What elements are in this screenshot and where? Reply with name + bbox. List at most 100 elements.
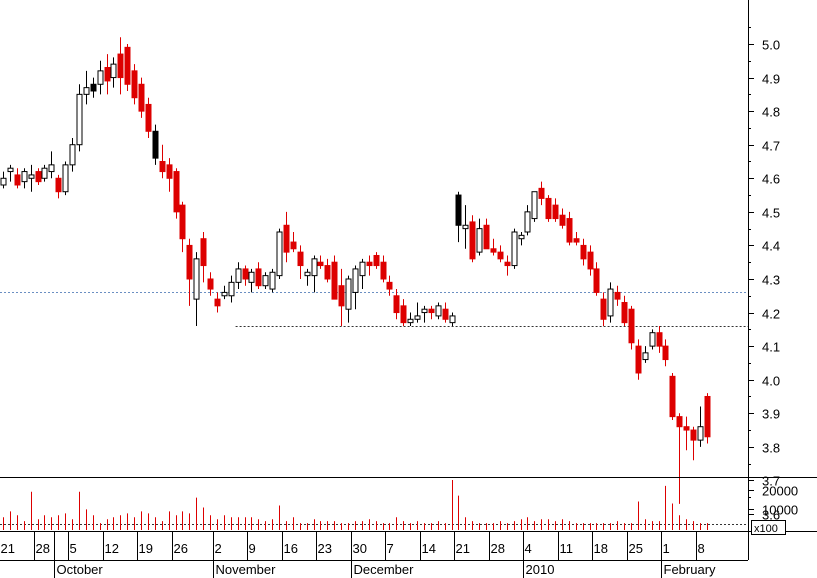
- candle: [7, 164, 14, 182]
- candle-body: [262, 275, 269, 287]
- date-tick-label: 5: [70, 541, 77, 556]
- candle-body: [35, 171, 42, 183]
- candle: [462, 205, 469, 249]
- candle: [269, 268, 276, 293]
- candle: [593, 262, 600, 296]
- candle-body: [642, 352, 649, 361]
- candle: [28, 164, 35, 192]
- candle: [642, 346, 649, 363]
- candle-body: [449, 315, 456, 324]
- candle-body: [304, 271, 311, 277]
- candle: [41, 164, 48, 182]
- date-tick-label: 1: [663, 541, 670, 556]
- reference-lines: [0, 292, 748, 525]
- candle: [317, 255, 324, 269]
- candle: [200, 231, 207, 283]
- candle: [455, 191, 462, 243]
- candle-body: [435, 305, 442, 317]
- candle-body: [311, 258, 318, 277]
- candle: [518, 231, 525, 246]
- date-tick-label: 19: [139, 541, 153, 556]
- candle-body: [186, 244, 193, 280]
- month-label: November: [216, 562, 277, 577]
- date-tick-label: 7: [387, 541, 394, 556]
- candle-body: [414, 315, 421, 320]
- candle-body: [48, 164, 55, 173]
- candle: [656, 325, 663, 353]
- candle: [338, 268, 345, 326]
- candle-body: [607, 288, 614, 317]
- candle-body: [41, 167, 48, 179]
- candle: [442, 302, 449, 323]
- price-tick-label: 4.8: [762, 105, 780, 120]
- candle-body: [90, 83, 97, 92]
- candle-body: [531, 191, 538, 220]
- candle: [607, 282, 614, 323]
- candle-body: [131, 70, 138, 99]
- candle: [173, 168, 180, 219]
- candle: [297, 245, 304, 279]
- candle: [324, 258, 331, 283]
- candle-body: [331, 261, 338, 300]
- candle-body: [152, 130, 159, 159]
- candle: [386, 275, 393, 296]
- candle: [380, 255, 387, 283]
- candle: [359, 258, 366, 290]
- date-tick-label: 16: [284, 541, 298, 556]
- candle-body: [683, 426, 690, 431]
- candle-body: [469, 221, 476, 260]
- candle-body: [7, 167, 14, 173]
- price-tick-label: 4.3: [762, 273, 780, 288]
- candle-body: [621, 301, 628, 324]
- candle-body: [635, 345, 642, 374]
- candle-body: [193, 258, 200, 300]
- candle-body: [28, 174, 35, 179]
- candle-body: [421, 308, 428, 314]
- candle: [262, 272, 269, 290]
- candle: [580, 238, 587, 266]
- candle-body: [573, 238, 580, 243]
- candle: [490, 238, 497, 256]
- candle-body: [545, 197, 552, 220]
- candle: [179, 201, 186, 253]
- candle-body: [138, 83, 145, 112]
- candle: [62, 161, 69, 196]
- candle-body: [207, 278, 214, 290]
- candle: [104, 54, 111, 95]
- candle: [304, 268, 311, 286]
- candle: [124, 44, 131, 91]
- candle: [628, 305, 635, 350]
- candle-body: [504, 261, 511, 267]
- volume-tick-label: 10000: [762, 503, 798, 518]
- candle-body: [690, 429, 697, 441]
- candle: [97, 60, 104, 95]
- candle: [511, 228, 518, 269]
- candle-body: [269, 271, 276, 290]
- date-tick-label: 30: [353, 541, 367, 556]
- candle: [235, 262, 242, 290]
- candle: [373, 252, 380, 269]
- candle-body: [538, 187, 545, 199]
- candle-body: [593, 268, 600, 293]
- candle-body: [76, 93, 83, 146]
- candle-body: [669, 375, 676, 418]
- candle: [131, 64, 138, 105]
- candle: [290, 231, 297, 253]
- price-axis: 5.0 4.9 4.8 4.7 4.6 4.5 4.4 4.3 4.2 4.1 4.0 3.9 3.8 3…: [748, 27, 780, 523]
- chart-frame: [0, 0, 817, 561]
- candle-body: [428, 308, 435, 314]
- price-tick-label: 3.8: [762, 441, 780, 456]
- candle-body: [476, 228, 483, 253]
- candle: [242, 265, 249, 286]
- candle: [662, 339, 669, 367]
- candle: [83, 70, 90, 105]
- candle: [221, 285, 228, 300]
- candle-body: [228, 281, 235, 297]
- candle: [21, 168, 28, 189]
- candle: [690, 426, 697, 461]
- month-label: December: [354, 562, 415, 577]
- candle: [366, 255, 373, 276]
- date-tick-label: 9: [249, 541, 256, 556]
- candle: [400, 299, 407, 326]
- candle: [449, 312, 456, 326]
